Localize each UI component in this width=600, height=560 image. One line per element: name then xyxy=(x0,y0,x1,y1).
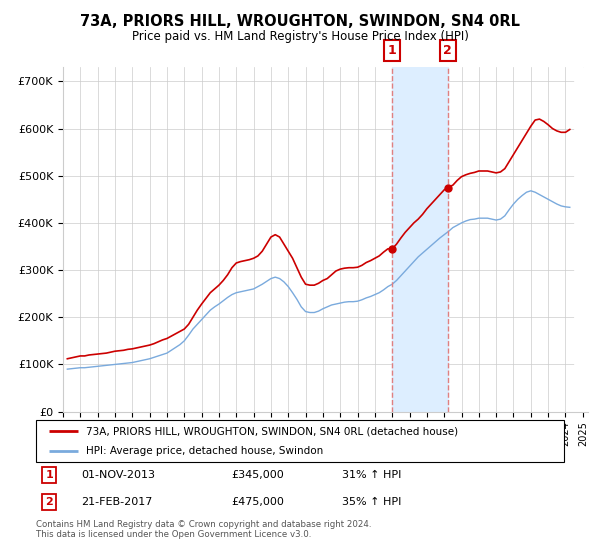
Text: 73A, PRIORS HILL, WROUGHTON, SWINDON, SN4 0RL: 73A, PRIORS HILL, WROUGHTON, SWINDON, SN… xyxy=(80,14,520,29)
FancyBboxPatch shape xyxy=(36,420,564,462)
Text: 1: 1 xyxy=(46,470,53,480)
Text: Contains HM Land Registry data © Crown copyright and database right 2024.
This d: Contains HM Land Registry data © Crown c… xyxy=(36,520,371,539)
Text: 2: 2 xyxy=(46,497,53,507)
Text: 35% ↑ HPI: 35% ↑ HPI xyxy=(342,497,401,507)
Bar xyxy=(574,67,588,412)
Text: Price paid vs. HM Land Registry's House Price Index (HPI): Price paid vs. HM Land Registry's House … xyxy=(131,30,469,43)
Text: 1: 1 xyxy=(388,44,397,57)
Text: 21-FEB-2017: 21-FEB-2017 xyxy=(81,497,152,507)
Text: 73A, PRIORS HILL, WROUGHTON, SWINDON, SN4 0RL (detached house): 73A, PRIORS HILL, WROUGHTON, SWINDON, SN… xyxy=(86,426,458,436)
Bar xyxy=(392,67,448,412)
Text: £345,000: £345,000 xyxy=(232,470,284,480)
Text: £475,000: £475,000 xyxy=(232,497,284,507)
Text: HPI: Average price, detached house, Swindon: HPI: Average price, detached house, Swin… xyxy=(86,446,323,456)
Text: 01-NOV-2013: 01-NOV-2013 xyxy=(81,470,155,480)
Text: 2: 2 xyxy=(443,44,452,57)
Text: 31% ↑ HPI: 31% ↑ HPI xyxy=(342,470,401,480)
